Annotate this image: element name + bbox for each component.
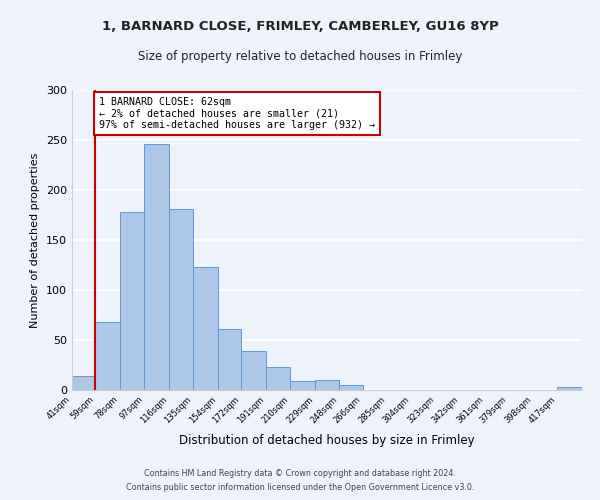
Bar bbox=[145, 144, 169, 390]
Bar bbox=[72, 376, 95, 390]
Bar bbox=[218, 329, 241, 390]
X-axis label: Distribution of detached houses by size in Frimley: Distribution of detached houses by size … bbox=[179, 434, 475, 446]
Text: Contains public sector information licensed under the Open Government Licence v3: Contains public sector information licen… bbox=[126, 484, 474, 492]
Text: Size of property relative to detached houses in Frimley: Size of property relative to detached ho… bbox=[138, 50, 462, 63]
Bar bbox=[241, 351, 266, 390]
Bar bbox=[290, 381, 315, 390]
Bar bbox=[266, 367, 290, 390]
Bar bbox=[95, 322, 120, 390]
Bar bbox=[557, 387, 582, 390]
Y-axis label: Number of detached properties: Number of detached properties bbox=[31, 152, 40, 328]
Bar bbox=[120, 212, 145, 390]
Bar bbox=[169, 209, 193, 390]
Bar bbox=[339, 385, 362, 390]
Bar bbox=[315, 380, 339, 390]
Text: 1 BARNARD CLOSE: 62sqm
← 2% of detached houses are smaller (21)
97% of semi-deta: 1 BARNARD CLOSE: 62sqm ← 2% of detached … bbox=[99, 97, 375, 130]
Text: 1, BARNARD CLOSE, FRIMLEY, CAMBERLEY, GU16 8YP: 1, BARNARD CLOSE, FRIMLEY, CAMBERLEY, GU… bbox=[101, 20, 499, 33]
Text: Contains HM Land Registry data © Crown copyright and database right 2024.: Contains HM Land Registry data © Crown c… bbox=[144, 468, 456, 477]
Bar bbox=[193, 267, 218, 390]
